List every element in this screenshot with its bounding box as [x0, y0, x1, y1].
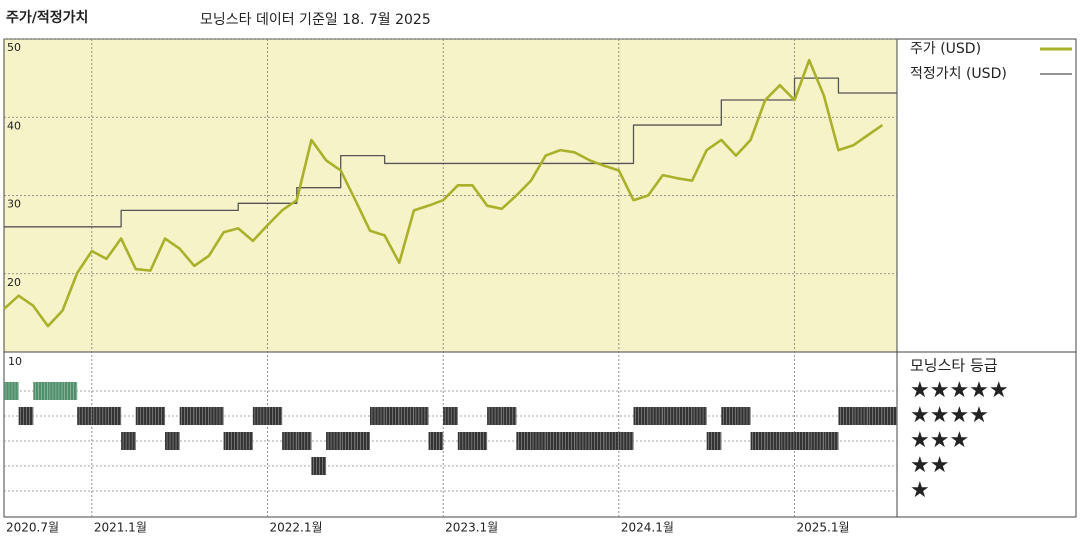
rating-label: ★★★★: [910, 403, 989, 428]
y-tick-label: 50: [7, 41, 21, 54]
chart-title: 주가/적정가치: [6, 9, 88, 26]
rating-title: 모닝스타 등급: [910, 357, 998, 375]
x-tick-label: 2020.7월: [6, 521, 59, 535]
x-tick-label: 2025.1월: [797, 521, 850, 535]
y-tick-label: 40: [7, 119, 21, 132]
rating-label: ★★: [910, 453, 949, 478]
series-line: [4, 77, 897, 228]
x-tick-label: 2022.1월: [270, 521, 323, 535]
x-tick-label: 2023.1월: [445, 521, 498, 535]
legend-label: 주가 (USD): [910, 41, 981, 57]
rating-axis-label: 10: [8, 355, 22, 368]
series-line: [3, 58, 884, 328]
legend-label: 적정가치 (USD): [910, 66, 1007, 82]
rating-label: ★★★★★: [910, 378, 1009, 403]
y-tick-label: 20: [7, 276, 21, 289]
chart-subtitle: 모닝스타 데이터 기준일 18. 7월 2025: [200, 12, 431, 28]
x-tick-label: 2021.1월: [94, 521, 147, 535]
x-tick-label: 2024.1월: [621, 521, 674, 535]
rating-label: ★: [910, 478, 930, 503]
rating-label: ★★★: [910, 428, 969, 453]
y-tick-label: 30: [7, 198, 21, 211]
